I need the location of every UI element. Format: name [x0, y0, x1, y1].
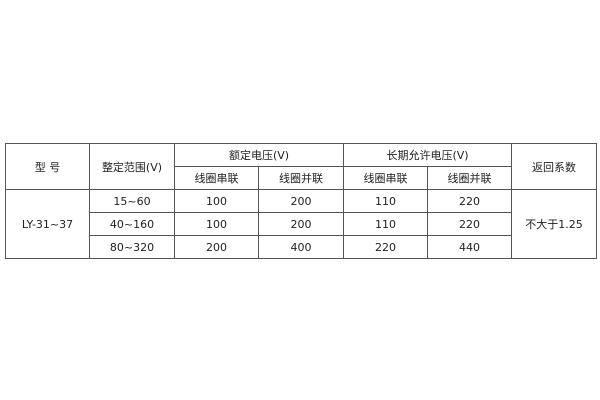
subheader-rated-series: 线圈串联 [174, 166, 259, 190]
header-range: 整定范围(V) [89, 143, 175, 190]
rated-parallel-cell: 200 [257, 212, 345, 236]
subheader-long-series: 线圈串联 [343, 166, 429, 190]
long-series-cell: 220 [343, 235, 429, 259]
header-longterm-voltage: 长期允许电压(V) [343, 143, 513, 167]
model-cell: LY-31~37 [5, 189, 90, 259]
table-row: LY-31~37 15~60 100 200 110 220 不大于1.25 [5, 189, 598, 259]
long-parallel-cell: 440 [427, 235, 513, 259]
range-cell: 80~320 [89, 235, 175, 259]
header-return-coefficient: 返回系数 [511, 143, 598, 190]
header-row: 型 号 整定范围(V) 额定电压(V) 长期允许电压(V) 返回系数 [5, 143, 598, 190]
long-series-cell: 110 [343, 189, 429, 213]
long-parallel-cell: 220 [427, 189, 513, 213]
rated-series-cell: 200 [174, 235, 259, 259]
subheader-rated-parallel: 线圈并联 [257, 166, 345, 190]
subheader-long-parallel: 线圈并联 [427, 166, 513, 190]
return-coefficient-cell: 不大于1.25 [511, 189, 598, 259]
table-row: 40~160 100 200 110 220 [6, 212, 597, 236]
range-cell: 15~60 [89, 189, 175, 213]
long-series-cell: 110 [343, 212, 429, 236]
header-model: 型 号 [5, 143, 90, 190]
rated-parallel-cell: 400 [257, 235, 345, 259]
range-cell: 40~160 [89, 212, 175, 236]
long-parallel-cell: 220 [427, 212, 513, 236]
table-row: 80~320 200 400 220 440 [6, 235, 597, 259]
rated-series-cell: 100 [174, 212, 259, 236]
rated-parallel-cell: 200 [257, 189, 345, 213]
spec-table: 型 号 整定范围(V) 额定电压(V) 长期允许电压(V) 返回系数 线圈串联 … [5, 143, 598, 259]
subheader-row: 线圈串联 线圈并联 线圈串联 线圈并联 [6, 166, 597, 190]
header-rated-voltage: 额定电压(V) [173, 143, 345, 167]
rated-series-cell: 100 [174, 189, 259, 213]
